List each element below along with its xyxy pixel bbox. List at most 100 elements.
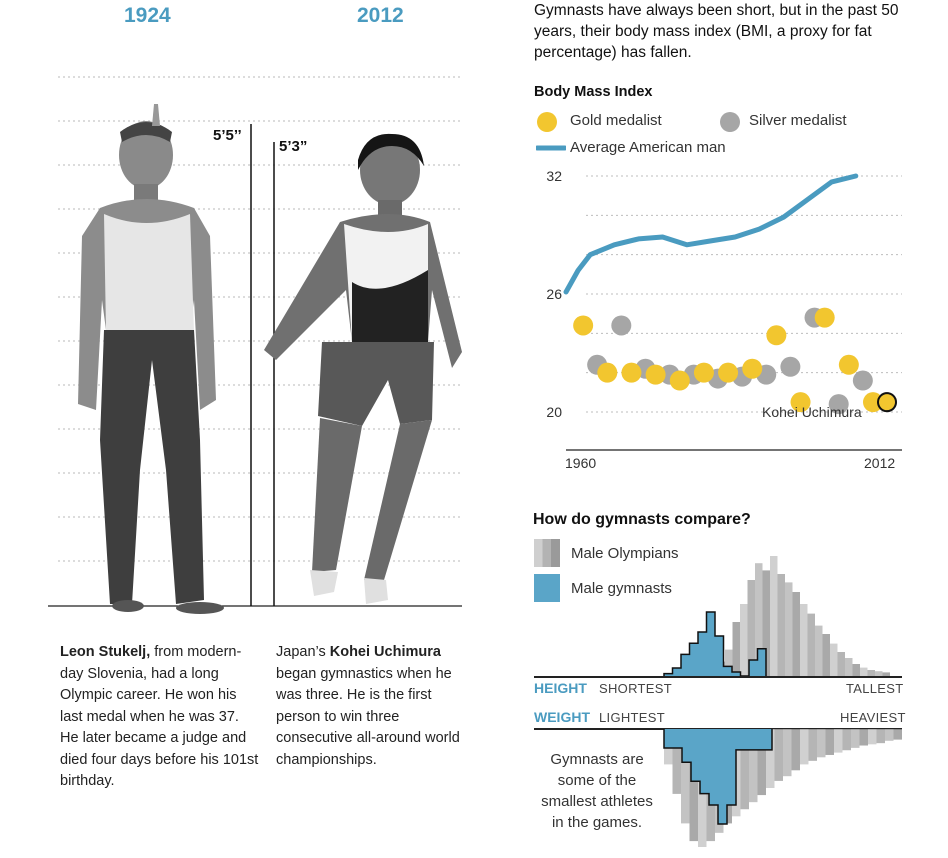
- silver-medal-point: [852, 370, 873, 391]
- intro-text: Gymnasts have always been short, but in …: [534, 2, 899, 61]
- weight-label: WEIGHT: [534, 709, 590, 725]
- gymnast-height-bar: [757, 648, 766, 676]
- gymnast-weight-bar: [709, 729, 718, 805]
- gymnast-height-bar: [681, 654, 690, 676]
- bmi-y-tick-32: 32: [546, 168, 562, 184]
- gold-medal-point: [766, 325, 787, 346]
- legend-olympians-swatch: [534, 539, 560, 567]
- year-2012: 2012: [357, 4, 404, 27]
- legend-gymnasts-label: Male gymnasts: [571, 580, 672, 597]
- bmi-legend-gold-dot: [537, 112, 557, 132]
- legend-olympians-label: Male Olympians: [571, 545, 679, 562]
- gymnast-weight-bar: [700, 729, 709, 794]
- height-tallest: TALLEST: [846, 681, 904, 696]
- gymnast-height-bar: [689, 643, 698, 676]
- weight-lightest: LIGHTEST: [599, 710, 665, 725]
- gold-medal-point: [693, 362, 714, 383]
- olympian-height-bar: [822, 634, 830, 676]
- weight-heaviest: HEAVIEST: [840, 710, 906, 725]
- olympian-weight-bar: [757, 729, 766, 796]
- olympian-weight-bar: [783, 729, 792, 777]
- height-axis-line: [534, 676, 902, 678]
- gymnast-weight-outline: [663, 729, 773, 825]
- olympian-height-bar: [875, 671, 883, 676]
- olympian-height-bar: [800, 604, 808, 676]
- olympian-weight-bar: [791, 729, 800, 771]
- caption-left-text: from modern-day Slovenia, had a long Oly…: [60, 644, 259, 789]
- caption-right-name: Kohei Uchimura: [329, 644, 441, 660]
- average-american-man-line: [563, 173, 859, 295]
- gymnast-weight-bar: [745, 729, 754, 750]
- caption-right-prefix: Japan’s: [276, 644, 330, 660]
- olympian-weight-bar: [766, 729, 775, 788]
- olympian-height-bar: [770, 556, 778, 676]
- gymnast-height-bar: [715, 636, 724, 676]
- olympian-height-bar: [792, 592, 800, 676]
- olympian-weight-bar: [842, 729, 851, 751]
- bmi-chart-title: Body Mass Index: [534, 84, 653, 100]
- gymnast-weight-bar: [682, 729, 691, 763]
- silver-medal-point: [828, 394, 849, 415]
- gymnast-weight-bar: [736, 729, 745, 750]
- olympian-weight-bar: [893, 729, 902, 740]
- gold-medal-point: [573, 315, 594, 336]
- silver-medal-point: [611, 315, 632, 336]
- gold-medal-point: [718, 362, 739, 383]
- gymnast-height-bar: [732, 672, 741, 676]
- bmi-y-tick-26: 26: [546, 286, 562, 302]
- olympian-height-bar: [732, 622, 740, 676]
- legend-gymnasts-swatch: [534, 574, 560, 602]
- gold-medal-point: [814, 307, 835, 328]
- gold-medal-point: [621, 362, 642, 383]
- bmi-x-label-start: 1960: [565, 455, 597, 471]
- height-histogram: [663, 556, 890, 677]
- gold-medal-point: [669, 370, 690, 391]
- olympian-weight-bar: [800, 729, 809, 765]
- uchimura-highlight-point: [877, 392, 897, 413]
- bmi-annotation-uchimura: Kohei Uchimura: [762, 404, 862, 420]
- gymnast-height-bar: [723, 666, 732, 676]
- gymnast-weight-bar: [754, 729, 763, 750]
- gymnast-weight-bar: [691, 729, 700, 782]
- olympian-height-bar: [747, 580, 755, 676]
- compare-title: How do gymnasts compare?: [533, 511, 751, 528]
- olympian-weight-bar: [885, 729, 894, 741]
- gymnast-weight-bar: [664, 729, 673, 748]
- olympian-weight-bar: [689, 729, 698, 842]
- gymnast-weight-bar: [763, 729, 772, 750]
- compare-note: Gymnasts are some of the smallest athlet…: [536, 749, 658, 833]
- olympian-height-bar: [815, 625, 823, 676]
- olympian-weight-bar: [825, 729, 834, 755]
- height-shortest: SHORTEST: [599, 681, 672, 696]
- height-label: HEIGHT: [534, 680, 587, 696]
- olympian-weight-bar: [749, 729, 758, 803]
- olympian-height-bar: [867, 670, 875, 676]
- weight-axis-line: [534, 728, 902, 730]
- gymnast-height-bar: [698, 632, 707, 676]
- bmi-y-tick-20: 20: [546, 404, 562, 420]
- olympian-height-bar: [837, 652, 845, 676]
- olympian-weight-bar: [868, 729, 877, 745]
- height-comparison-graphic: [48, 76, 462, 614]
- olympian-height-bar: [807, 613, 815, 676]
- gymnast-height-bar: [664, 673, 673, 676]
- gymnast-height-bar: [672, 668, 681, 676]
- gold-medal-point: [742, 358, 763, 379]
- olympian-weight-bar: [672, 729, 681, 794]
- olympian-height-bar: [777, 574, 785, 676]
- olympian-height-bar: [755, 563, 763, 676]
- bmi-x-label-end: 2012: [864, 455, 896, 471]
- olympian-height-bar: [852, 664, 860, 676]
- olympian-weight-bar: [681, 729, 690, 824]
- gymnast-height-bar: [749, 660, 758, 676]
- caption-right-text: began gymnastics when he was three. He i…: [276, 665, 460, 768]
- gold-medal-point: [790, 392, 811, 413]
- height-label-1924: 5’5’’: [213, 127, 242, 144]
- leon-stukelj-figure: [78, 104, 224, 614]
- gymnast-weight-bar: [718, 729, 727, 824]
- olympian-height-bar: [830, 643, 838, 676]
- kohei-uchimura-figure: [264, 133, 462, 604]
- year-1924: 1924: [124, 4, 171, 27]
- gold-medal-point: [838, 354, 859, 375]
- caption-kohei-uchimura: Japan’s Kohei Uchimura began gymnastics …: [276, 642, 466, 771]
